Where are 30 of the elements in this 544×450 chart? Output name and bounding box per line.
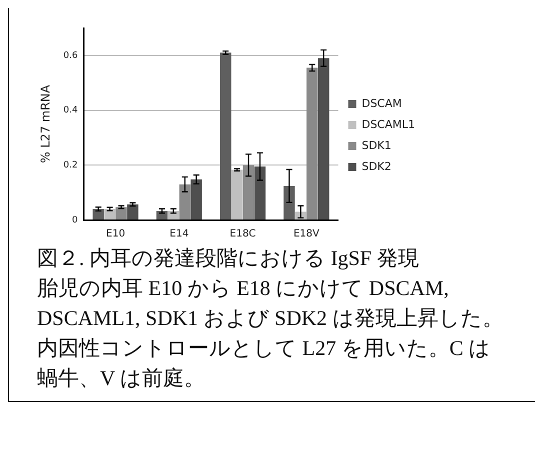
bar: [254, 166, 266, 220]
bar: [220, 52, 232, 220]
text: 胎児の内耳 E10 から E18 にかけて DSCAM, DSCAML1, SDK1 および SDK2 は発現上昇した。内因性コントロールとして L27 を用いた。C は蝸牛、V は前庭。: [37, 275, 504, 392]
bar: [231, 170, 243, 220]
bar: [242, 165, 254, 220]
y-tick-label: 0: [72, 215, 78, 226]
legend-label: DSCAML1: [362, 118, 416, 131]
bar: [190, 179, 202, 220]
legend-label: SDK1: [362, 138, 392, 152]
y-axis-title: % L27 mRNA: [38, 84, 52, 164]
x-tick-label: E10: [106, 228, 126, 240]
bar: [92, 209, 104, 220]
bar: [104, 209, 116, 220]
legend-label: DSCAM: [362, 96, 402, 110]
y-tick-label: 0.2: [63, 160, 78, 170]
y-tick-label: 0.6: [63, 50, 78, 61]
y-tick-label: 0.4: [63, 106, 78, 116]
bar: [116, 207, 127, 220]
bar: [156, 210, 168, 220]
x-tick-label: E18V: [293, 228, 320, 240]
bar: [168, 210, 180, 220]
bar: [284, 186, 295, 220]
text: 図２. 内耳の発達段階における IgSF 発現: [37, 245, 420, 272]
bar: [318, 58, 330, 220]
x-tick-label: E18C: [230, 228, 256, 240]
legend-label: SDK2: [362, 160, 392, 173]
bar: [306, 68, 318, 220]
x-tick-label: E14: [170, 228, 189, 240]
bar: [127, 204, 138, 220]
bar: [179, 184, 190, 220]
